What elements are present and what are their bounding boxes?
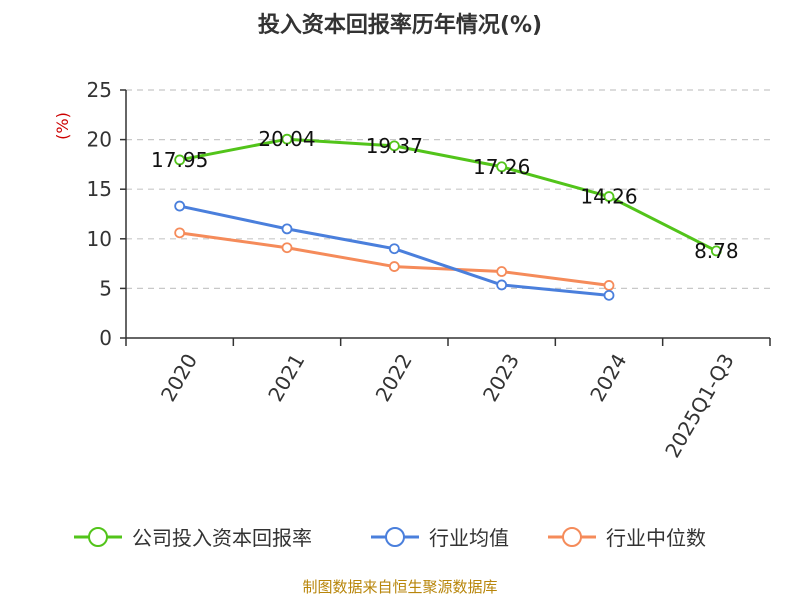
data-label: 8.78	[694, 239, 739, 263]
data-point[interactable]	[281, 242, 293, 254]
legend-swatch-marker	[88, 527, 108, 547]
x-tick-label: 2023	[478, 349, 524, 405]
data-label: 17.26	[473, 155, 530, 179]
x-tick-label: 2021	[263, 350, 309, 406]
grid-lines	[126, 89, 770, 289]
data-point[interactable]	[603, 289, 615, 301]
x-tick-label: 2025Q1-Q3	[660, 350, 739, 462]
series-lines	[174, 133, 722, 301]
legend-item[interactable]: 行业中位数	[548, 526, 706, 550]
data-point[interactable]	[496, 266, 508, 277]
chart-title: 投入资本回报率历年情况(%)	[258, 12, 542, 38]
data-label: 19.37	[366, 134, 423, 158]
data-point[interactable]	[174, 227, 186, 239]
x-tick-label: 2020	[156, 350, 202, 406]
axes: 0 5 10 15 20 25 2020 2021 2022 2023 2024 2025Q1-Q3	[87, 78, 771, 462]
y-axis-label: (%)	[53, 112, 72, 140]
data-point[interactable]	[496, 279, 508, 291]
data-point[interactable]	[174, 200, 186, 212]
data-label: 17.95	[151, 148, 208, 172]
y-tick-label: 0	[99, 326, 112, 350]
source-note: 制图数据来自恒生聚源数据库	[302, 578, 497, 596]
legend-label: 行业均值	[429, 526, 509, 550]
y-tick-label: 5	[99, 276, 112, 300]
legend-item[interactable]: 公司投入资本回报率	[74, 526, 312, 550]
data-point[interactable]	[388, 243, 400, 255]
legend-swatch-marker	[385, 527, 405, 547]
data-point[interactable]	[281, 223, 293, 235]
series-line	[179, 137, 718, 253]
data-labels: 17.95 20.04 19.37 17.26 14.26 8.78	[151, 127, 739, 263]
data-point[interactable]	[710, 245, 722, 257]
data-point[interactable]	[174, 154, 186, 166]
legend-swatch-marker	[562, 527, 582, 547]
data-label: 20.04	[258, 127, 315, 151]
data-point[interactable]	[603, 280, 615, 291]
y-tick-label: 10	[87, 227, 112, 251]
y-tick-label: 15	[87, 177, 112, 201]
data-label: 14.26	[580, 185, 637, 209]
data-point[interactable]	[281, 133, 293, 145]
data-point[interactable]	[603, 191, 615, 202]
legend-label: 行业中位数	[606, 526, 706, 550]
data-point[interactable]	[496, 161, 508, 173]
y-tick-label: 25	[87, 78, 112, 102]
x-tick-label: 2022	[371, 350, 417, 406]
legend-label: 公司投入资本回报率	[132, 526, 312, 550]
legend[interactable]: 公司投入资本回报率 行业均值 行业中位数	[74, 526, 706, 550]
data-point[interactable]	[388, 140, 400, 152]
x-tick-label: 2024	[585, 350, 631, 406]
legend-item[interactable]: 行业均值	[371, 526, 509, 550]
data-point[interactable]	[388, 261, 400, 272]
series-line	[179, 231, 610, 287]
y-tick-label: 20	[87, 128, 112, 152]
